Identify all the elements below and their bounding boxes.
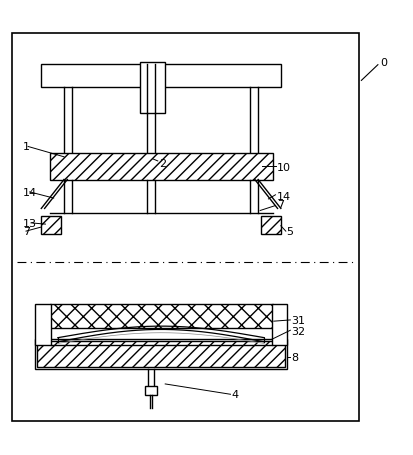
Bar	[145, 386, 157, 395]
Text: 2: 2	[159, 159, 166, 169]
Bar	[50, 153, 273, 180]
Bar	[12, 34, 359, 421]
Text: 14: 14	[277, 192, 291, 202]
Bar	[140, 63, 165, 114]
Text: 14: 14	[23, 187, 37, 197]
Bar	[41, 217, 61, 235]
Text: 32: 32	[291, 326, 305, 336]
Bar	[261, 217, 281, 235]
Bar	[50, 304, 273, 329]
Text: 8: 8	[291, 352, 298, 362]
Bar	[35, 339, 287, 369]
Bar	[37, 341, 285, 368]
Bar	[41, 65, 281, 87]
Bar	[272, 304, 287, 345]
Text: 4: 4	[231, 389, 238, 399]
Bar	[35, 304, 51, 345]
Text: 7: 7	[277, 200, 284, 210]
Text: 31: 31	[291, 315, 305, 325]
Text: 13: 13	[23, 218, 37, 228]
Text: 0: 0	[380, 58, 387, 68]
Text: 7: 7	[23, 227, 30, 237]
Text: 10: 10	[277, 163, 291, 173]
Text: 5: 5	[287, 227, 294, 237]
Text: 1: 1	[23, 142, 30, 152]
